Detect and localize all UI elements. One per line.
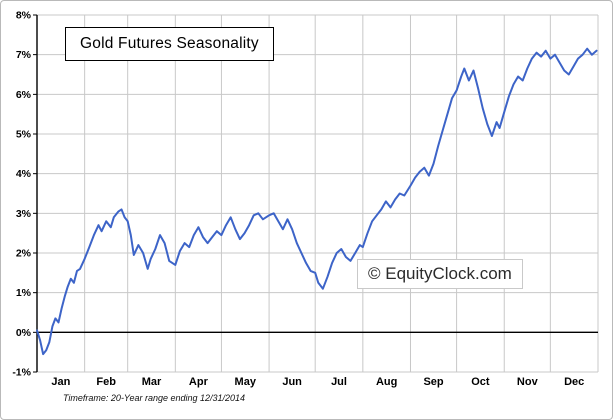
x-tick-label: Jan	[51, 376, 70, 388]
x-tick-label: Nov	[517, 376, 539, 388]
y-tick-label: 3%	[16, 208, 32, 220]
y-tick-label: 8%	[16, 10, 32, 22]
x-tick-label: Sep	[423, 376, 443, 388]
x-tick-label: Aug	[376, 376, 397, 388]
x-tick-label: Feb	[96, 376, 116, 388]
x-tick-label: Apr	[189, 376, 209, 388]
chart-title: Gold Futures Seasonality	[65, 27, 274, 61]
y-tick-label: 4%	[16, 168, 32, 180]
x-tick-label: Oct	[471, 376, 490, 388]
watermark-equityclock: © EquityClock.com	[357, 259, 523, 289]
x-tick-label: Jun	[282, 376, 302, 388]
x-tick-label: Jul	[331, 376, 347, 388]
x-tick-label: Dec	[564, 376, 584, 388]
y-tick-label: 5%	[16, 129, 32, 141]
y-tick-label: 0%	[16, 327, 32, 339]
y-tick-label: 6%	[16, 89, 32, 101]
timeframe-note: Timeframe: 20-Year range ending 12/31/20…	[63, 393, 246, 403]
y-tick-label: 7%	[16, 49, 32, 61]
seasonality-line	[36, 47, 598, 356]
y-tick-label: -1%	[12, 367, 31, 379]
y-tick-label: 2%	[16, 248, 32, 260]
y-tick-label: 1%	[16, 287, 32, 299]
x-tick-label: Mar	[142, 376, 162, 388]
x-tick-label: May	[235, 376, 257, 388]
